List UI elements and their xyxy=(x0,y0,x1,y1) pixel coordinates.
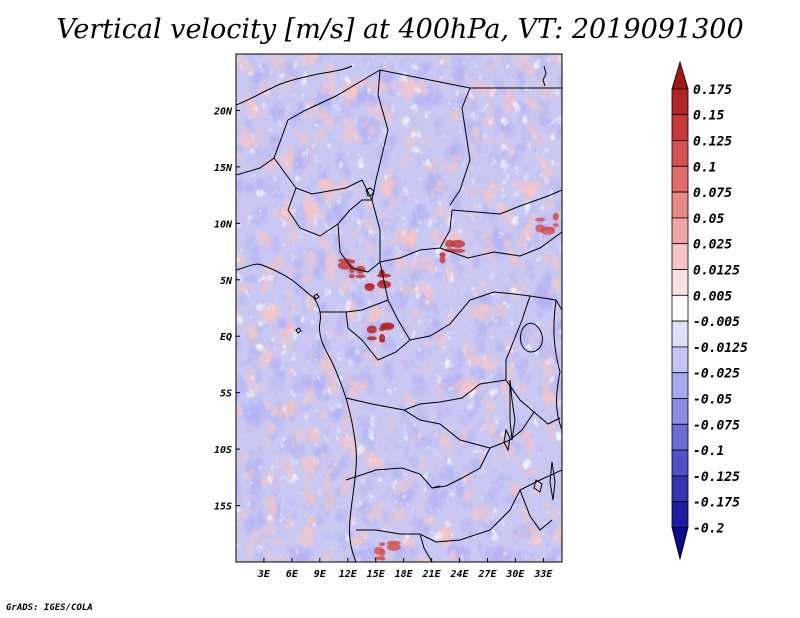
updraft-core-mark xyxy=(377,280,392,289)
chart-title: Vertical velocity [m/s] at 400hPa, VT: 2… xyxy=(56,14,744,45)
updraft-core-mark xyxy=(439,255,446,264)
updraft-core-mark xyxy=(379,333,386,342)
x-tick-label: 12E xyxy=(339,569,358,580)
colorbar-swatch xyxy=(671,243,689,270)
updraft-core-mark xyxy=(337,258,352,263)
colorbar-swatch xyxy=(671,423,689,451)
colorbar-label: 0.05 xyxy=(693,212,724,227)
y-tick-label: 15S xyxy=(214,502,232,513)
colorbar-label: 0.175 xyxy=(693,83,732,98)
x-tick-label: 21E xyxy=(422,569,442,580)
updraft-core-mark xyxy=(451,239,466,248)
colorbar-label: 0.075 xyxy=(693,186,732,201)
updraft-core-mark xyxy=(541,226,556,235)
x-axis: 3E 6E 9E 12E 15E 18E 21E 24E 27E 30E 33E xyxy=(257,558,553,580)
colorbar-label: 0.1 xyxy=(693,160,716,175)
updraft-core-mark xyxy=(366,325,377,334)
colorbar-swatch xyxy=(671,60,689,90)
coastlines-borders xyxy=(236,65,562,562)
colorbar-label: 0.15 xyxy=(693,109,724,124)
updraft-core-mark xyxy=(535,217,546,222)
updraft-core-mark xyxy=(349,259,356,264)
y-axis: 20N 15N 10N 5N EQ 5S 10S 15S xyxy=(213,106,240,513)
velocity-field xyxy=(236,54,562,562)
colorbar-label: -0.125 xyxy=(693,470,740,485)
colorbar-label: 0.005 xyxy=(693,289,732,304)
colorbar-label: -0.075 xyxy=(693,418,740,433)
colorbar-swatch xyxy=(671,140,689,167)
y-tick-label: 5S xyxy=(220,389,232,400)
y-tick-label: 20N xyxy=(213,106,233,117)
y-tick-label: 10N xyxy=(214,219,233,230)
updraft-core-mark xyxy=(552,212,559,221)
y-tick-label: 15N xyxy=(214,163,233,174)
x-tick-label: 18E xyxy=(395,569,414,580)
colorbar-label: -0.005 xyxy=(693,315,740,330)
x-tick-label: 6E xyxy=(286,569,299,580)
colorbar-swatch xyxy=(671,398,689,425)
grads-credit: GrADS: IGES/COLA xyxy=(6,603,93,613)
updraft-core-mark xyxy=(439,252,446,257)
colorbar-label: 0.125 xyxy=(693,135,732,150)
colorbar-swatch xyxy=(671,346,689,374)
updraft-core-mark xyxy=(374,556,385,561)
colorbar-swatch xyxy=(671,191,689,219)
colorbar-labels: 0.175 0.15 0.125 0.1 0.075 0.05 0.025 0.0125 0.0… xyxy=(693,83,748,537)
colorbar-label: -0.025 xyxy=(693,367,740,382)
colorbar-swatch xyxy=(671,217,689,245)
updraft-core-mark xyxy=(378,327,385,332)
colorbar-swatch xyxy=(671,114,689,141)
colorbar-swatch xyxy=(671,88,689,116)
colorbar-label: -0.05 xyxy=(693,393,732,408)
colorbar-label: 0.025 xyxy=(693,238,732,253)
x-tick-label: 24E xyxy=(450,569,470,580)
colorbar-label: -0.2 xyxy=(693,522,724,537)
updraft-core-mark xyxy=(364,283,375,288)
x-tick-label: 33E xyxy=(533,569,553,580)
y-tick-label: EQ xyxy=(220,332,232,343)
y-tick-label: 10S xyxy=(214,445,232,456)
colorbar-swatch xyxy=(671,294,689,322)
updraft-core-mark xyxy=(379,542,386,547)
x-tick-label: 27E xyxy=(477,569,497,580)
updraft-core-mark xyxy=(348,274,355,279)
updraft-core-mark xyxy=(386,542,401,551)
colorbar-swatch xyxy=(671,269,689,296)
updraft-core-mark xyxy=(379,548,386,557)
colorbar-swatch xyxy=(671,475,689,503)
y-tick-label: 5N xyxy=(220,276,233,287)
updraft-core-mark xyxy=(445,248,456,253)
highlight-layer xyxy=(337,212,559,561)
colorbar-swatch xyxy=(671,501,689,528)
map-frame xyxy=(235,53,563,563)
updraft-core-mark xyxy=(355,274,366,279)
colorbar-label: 0.0125 xyxy=(693,264,740,279)
colorbar-label: -0.0125 xyxy=(693,341,748,356)
colorbar-swatch xyxy=(671,372,689,399)
x-tick-label: 3E xyxy=(257,569,271,580)
x-tick-label: 15E xyxy=(367,569,386,580)
x-tick-label: 9E xyxy=(314,569,327,580)
colorbar-swatch xyxy=(671,165,689,193)
colorbar-label: -0.175 xyxy=(693,496,740,511)
colorbar-boxes xyxy=(671,60,689,560)
colorbar-swatch xyxy=(671,320,689,348)
colorbar-swatch xyxy=(671,527,689,560)
x-tick-label: 30E xyxy=(505,569,525,580)
colorbar-swatch xyxy=(671,449,689,477)
colorbar-label: -0.1 xyxy=(693,444,724,459)
updraft-core-mark xyxy=(552,223,559,228)
updraft-core-mark xyxy=(366,336,377,341)
